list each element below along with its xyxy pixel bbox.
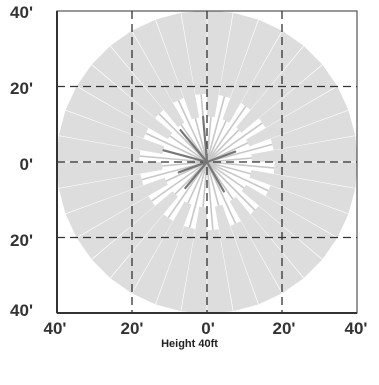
chart-caption: Height 40ft — [161, 338, 218, 350]
y-tick-label: 20' — [10, 79, 33, 98]
spray-ray — [236, 46, 323, 133]
spray-ray — [155, 226, 196, 312]
inner-spoke — [188, 161, 208, 228]
spray-ray — [241, 30, 304, 110]
dark-ray — [162, 149, 209, 164]
spray-ray — [230, 221, 282, 305]
inner-spoke — [177, 100, 208, 163]
inner-spoke — [206, 122, 263, 163]
spray-ray — [250, 205, 323, 278]
spray-ray — [65, 177, 168, 238]
x-tick-label: 40' — [44, 319, 67, 338]
inner-spoke — [206, 161, 220, 206]
spray-ray — [76, 64, 173, 140]
inner-spoke — [169, 135, 208, 163]
inner-spoke — [206, 129, 240, 163]
dark-ray — [177, 160, 209, 174]
spray-ray — [65, 86, 149, 139]
spray-ray — [57, 162, 163, 188]
y-tick-label: 0' — [20, 155, 34, 174]
dark-ray — [201, 115, 209, 164]
inner-spoke — [206, 161, 245, 189]
dark-ray — [179, 129, 209, 164]
spray-ray — [259, 64, 338, 128]
inner-spoke — [145, 132, 208, 163]
inner-spoke — [202, 161, 208, 208]
inner-spoke — [187, 161, 208, 204]
inner-spoke — [194, 118, 208, 163]
inner-spoke — [206, 161, 275, 169]
spray-ray — [246, 86, 349, 147]
dark-ray — [205, 160, 225, 193]
spray-ray — [270, 110, 356, 150]
y-tick-label: 40' — [10, 301, 33, 320]
spray-ray — [91, 46, 164, 119]
spray-ray — [207, 11, 233, 118]
spray-ray — [110, 30, 185, 128]
spray-ray — [249, 170, 356, 214]
spray-ray — [76, 196, 155, 260]
x-tick-label: 20' — [121, 319, 144, 338]
spray-ray — [155, 12, 200, 120]
spray-ray — [273, 162, 357, 188]
spray-ray — [251, 136, 357, 162]
spray-ray — [229, 196, 304, 294]
spray-ray — [218, 12, 259, 98]
inner-spoke — [139, 155, 208, 163]
inner-spoke — [206, 161, 269, 192]
spray-ray — [132, 19, 184, 103]
spray-ray — [214, 204, 259, 312]
inner-spoke — [206, 120, 227, 163]
inner-spoke — [151, 161, 208, 202]
spray-rays — [57, 11, 357, 313]
spray-ray — [222, 19, 282, 123]
plot-frame — [56, 10, 358, 314]
dark-ray — [184, 160, 209, 190]
x-tick-label: 20' — [273, 319, 296, 338]
inner-spoke — [206, 161, 256, 211]
y-tick-label: 40' — [10, 3, 33, 22]
spray-ray — [58, 110, 165, 154]
spray-ray — [181, 206, 207, 313]
dark-rays — [162, 115, 237, 193]
spray-ray — [57, 136, 141, 162]
y-tick-label: 20' — [10, 231, 33, 250]
spray-ray — [207, 229, 233, 313]
x-tick-label: 40' — [345, 319, 368, 338]
inner-spoke — [162, 161, 208, 167]
inner-spoke — [206, 161, 214, 230]
spray-ray — [241, 184, 338, 260]
spray-ray — [181, 11, 207, 95]
inner-spoke — [206, 157, 252, 163]
inner-spoke — [206, 105, 247, 163]
x-tick-label: 0' — [201, 319, 215, 338]
spray-ray — [265, 185, 349, 238]
inner-spoke — [206, 96, 226, 163]
spray-ray — [91, 191, 178, 278]
inner-spoke — [206, 161, 251, 175]
spray-ray — [58, 174, 144, 214]
dark-ray — [205, 150, 237, 164]
inner-spoke — [206, 116, 212, 163]
spray-ray — [132, 201, 192, 305]
spray-ray — [110, 214, 173, 294]
